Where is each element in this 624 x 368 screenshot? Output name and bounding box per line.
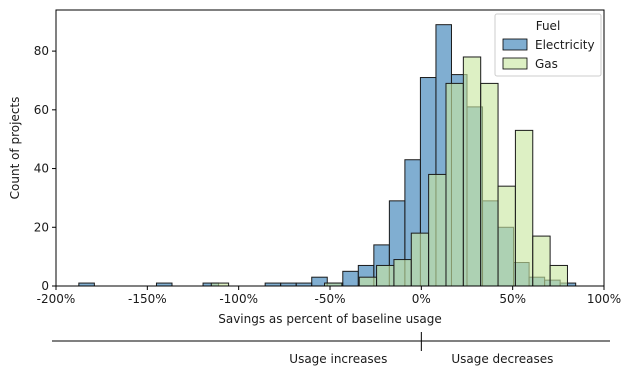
x-tick-label: 0% xyxy=(412,292,431,306)
x-tick-label: 50% xyxy=(499,292,526,306)
usage-annotation: Usage increases Usage decreases xyxy=(52,332,610,366)
y-tick-label: 80 xyxy=(34,44,49,58)
bars-layer xyxy=(78,24,577,287)
electricity-bin-8 xyxy=(342,270,359,287)
legend: Fuel Electricity Gas xyxy=(494,13,602,77)
usage-decreases-label: Usage decreases xyxy=(451,352,553,366)
x-tick-label: -100% xyxy=(219,292,258,306)
usage-increases-label: Usage increases xyxy=(289,352,387,366)
gas-bin-3 xyxy=(376,264,395,287)
gas-bin-13 xyxy=(549,264,568,287)
y-tick-label: 0 xyxy=(41,279,49,293)
gas-bin-4 xyxy=(393,259,412,287)
ticks-layer: -200% -150% -100% -50% 0% 50% 100% 0 20 40 60 80 xyxy=(34,44,621,306)
gas-bin-12 xyxy=(532,235,551,287)
gas-bin-11 xyxy=(514,129,534,287)
gas-bin-8 xyxy=(462,56,482,287)
y-tick-label: 40 xyxy=(34,162,49,176)
y-tick-label: 20 xyxy=(34,220,49,234)
x-tick-label: -200% xyxy=(37,292,76,306)
x-tick-label: 100% xyxy=(587,292,621,306)
legend-swatch-gas xyxy=(502,57,528,70)
y-tick-label: 60 xyxy=(34,103,49,117)
gas-bin-7 xyxy=(445,82,464,287)
legend-swatch-electricity xyxy=(502,38,528,51)
x-axis-label: Savings as percent of baseline usage xyxy=(218,312,442,326)
gas-bin-10 xyxy=(497,185,516,287)
legend-label-gas: Gas xyxy=(535,57,558,71)
x-tick-label: -150% xyxy=(128,292,167,306)
legend-label-electricity: Electricity xyxy=(535,38,595,52)
x-tick-label: -50% xyxy=(314,292,345,306)
gas-bin-6 xyxy=(428,173,447,287)
gas-bin-5 xyxy=(410,232,430,287)
gas-bin-2 xyxy=(358,276,378,287)
legend-title: Fuel xyxy=(536,19,561,33)
y-axis-label: Count of projects xyxy=(8,97,22,200)
gas-bin-9 xyxy=(480,82,499,287)
